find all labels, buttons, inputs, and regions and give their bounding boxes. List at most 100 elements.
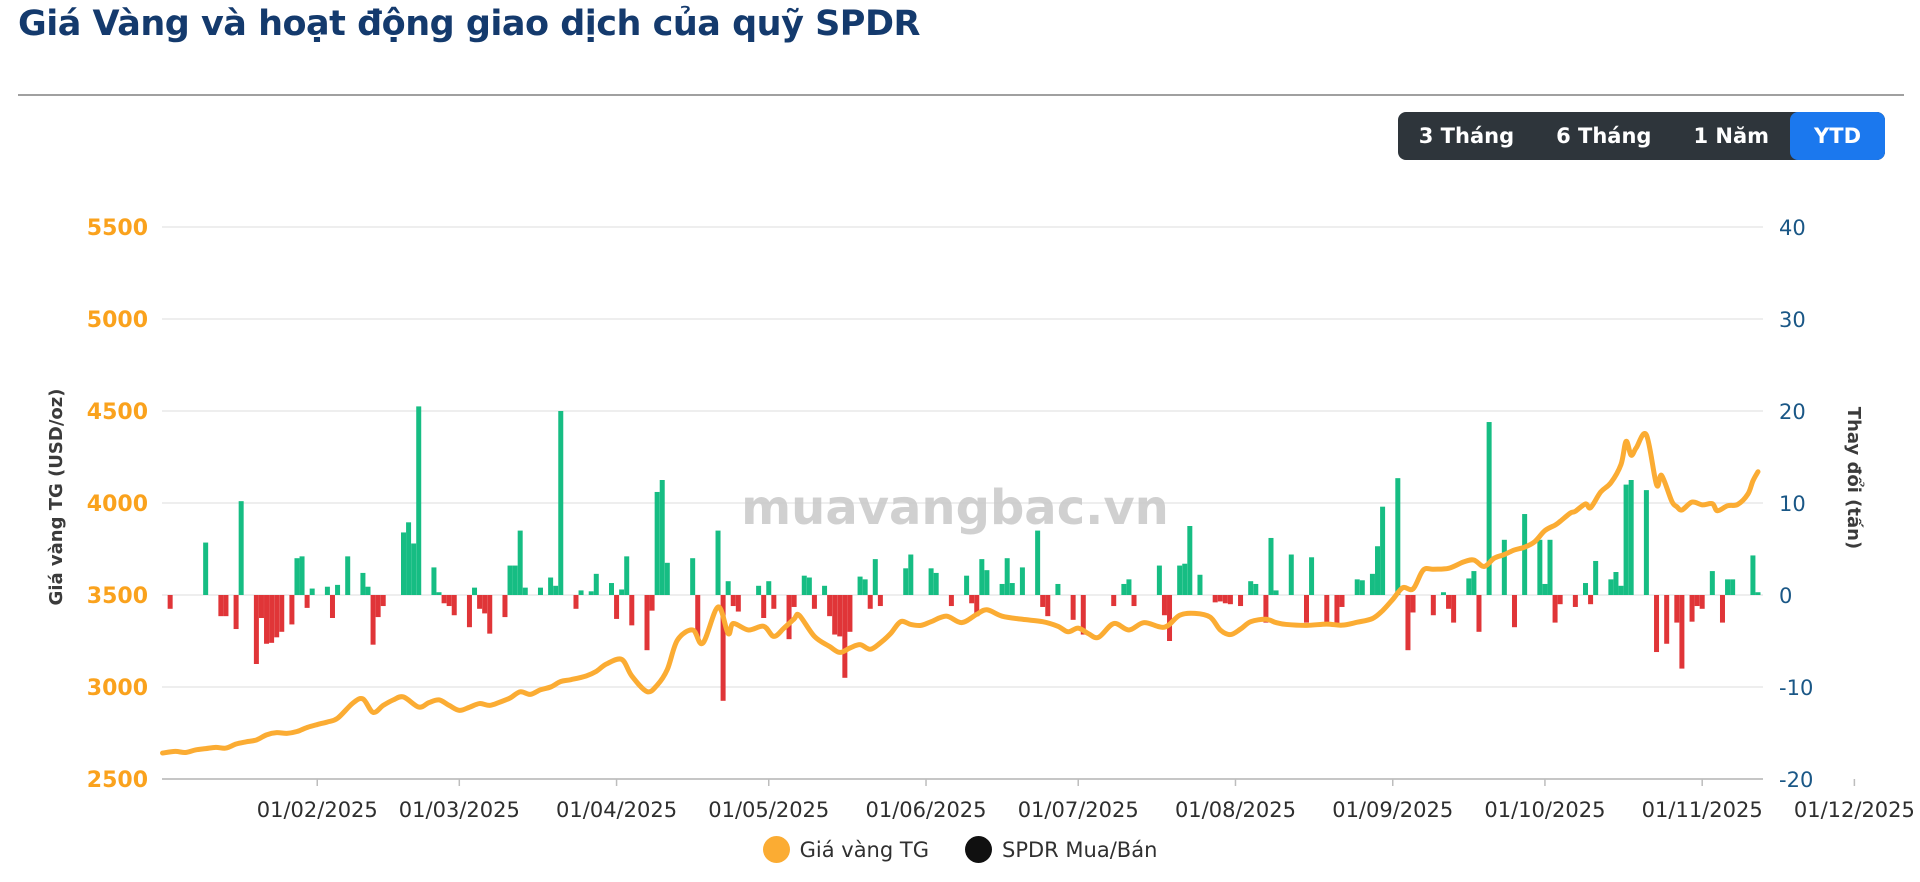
spdr-bar [999,583,1005,595]
range-button-1-năm[interactable]: 1 Năm [1693,124,1770,148]
spdr-bar [1557,595,1563,605]
spdr-bar [872,559,878,595]
spdr-bar [847,595,853,632]
spdr-bar [1537,539,1543,595]
spdr-bar [867,595,873,609]
y-axis-label-right: 0 [1779,584,1792,608]
spdr-bar [436,592,442,595]
spdr-bar [1664,595,1670,644]
spdr-bar [877,595,883,607]
spdr-bar [974,595,980,617]
spdr-bar [411,543,417,595]
spdr-bar [233,595,239,630]
y-axis-label-left: 2500 [87,768,148,793]
y-axis-label-right: 30 [1779,308,1806,332]
spdr-bar [1593,560,1599,595]
right-axis-title: Thay đổi (tấn) [1843,407,1865,549]
spdr-bar [766,581,772,595]
spdr-bar [1035,530,1041,595]
spdr-bar [507,565,513,595]
y-axis-label-right: 40 [1779,216,1806,240]
spdr-bar [431,567,437,595]
spdr-bar [720,595,726,701]
spdr-bar [837,595,843,637]
spdr-bar [279,595,285,632]
spdr-bar [1395,478,1401,595]
spdr-bar [761,595,767,618]
spdr-bar [1369,573,1375,595]
y-axis-label-right: 20 [1779,400,1806,424]
spdr-bar [1588,595,1594,605]
spdr-bar [1679,595,1685,669]
spdr-bar [659,480,665,595]
spdr-bar [1263,595,1269,623]
spdr-bar [1583,583,1589,595]
spdr-bar [1167,595,1173,641]
spdr-bar [502,595,508,618]
spdr-bar [1628,480,1634,595]
spdr-bar [1654,595,1660,653]
spdr-bar [360,572,366,595]
spdr-bar [304,595,310,608]
spdr-bar [644,595,650,651]
spdr-bar [1227,595,1233,605]
spdr-bar [806,577,812,595]
range-button-6-tháng[interactable]: 6 Tháng [1556,124,1652,148]
legend-item-gold-line[interactable]: Giá vàng TG [762,836,929,863]
range-button-3-tháng[interactable]: 3 Tháng [1418,124,1515,148]
spdr-bar [1045,595,1051,617]
x-axis-label: 01/05/2025 [708,798,829,822]
spdr-bar [1238,595,1244,607]
spdr-bar [1511,595,1517,628]
spdr-bar [1501,539,1507,595]
y-axis-label-left: 4000 [87,492,148,517]
spdr-bar [1730,579,1736,595]
spdr-bar [1177,565,1183,595]
spdr-bar [1613,572,1619,595]
spdr-bar [274,595,280,638]
spdr-bar [345,556,351,595]
spdr-bar [1339,595,1345,607]
spdr-bar [842,595,848,678]
time-range-selector: 3 Tháng 6 Tháng 1 Năm YTD [1397,112,1885,160]
spdr-bar [329,595,335,618]
spdr-bar [1288,554,1294,595]
spdr-bar [690,558,696,595]
spdr-bar [1699,595,1705,609]
x-axis-label: 01/09/2025 [1332,798,1453,822]
spdr-bar [1156,565,1162,595]
spdr-bar [1004,558,1010,595]
y-axis-label-left: 3000 [87,676,148,701]
spdr-bar [1253,583,1259,595]
spdr-bar [1070,595,1076,620]
spdr-bar [1334,595,1340,624]
spdr-bar [1303,595,1309,623]
legend-item-spdr-bars[interactable]: SPDR Mua/Bán [964,836,1157,863]
spdr-bar [1212,595,1218,603]
spdr-bar [1471,571,1477,595]
spdr-bar [862,579,868,595]
spdr-bar [756,585,762,595]
spdr-bar [1273,590,1279,595]
spdr-bar [1055,583,1061,595]
x-axis-label: 01/08/2025 [1175,798,1296,822]
x-axis-label: 01/12/2025 [1794,798,1915,822]
spdr-bar [416,406,422,595]
spdr-bar [472,587,478,595]
spdr-bar [1182,563,1188,595]
spdr-bar [811,595,817,609]
spdr-bar [548,577,554,595]
spdr-bar [1405,595,1411,651]
spdr-bar [1451,595,1457,623]
spdr-bar [1547,539,1553,595]
y-axis-label-left: 4500 [87,400,148,425]
spdr-bar [1131,595,1137,607]
spdr-bar [365,586,371,595]
spdr-bar [664,562,670,595]
spdr-bar [695,595,701,639]
range-button-ytd[interactable]: YTD [1790,112,1885,160]
spdr-bar [969,595,975,604]
watermark: muavangbac.vn [741,480,1169,536]
